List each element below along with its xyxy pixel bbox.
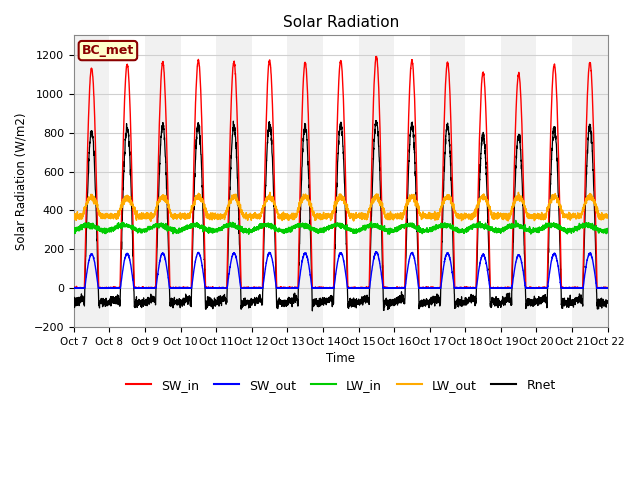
LW_in <box>491 228 499 234</box>
LW_in <box>70 226 77 232</box>
SW_out <box>461 285 468 291</box>
Rnet <box>321 296 328 302</box>
Bar <box>287 36 323 327</box>
SW_in <box>321 285 328 291</box>
Line: Rnet: Rnet <box>74 120 608 311</box>
SW_in <box>604 286 611 291</box>
Rnet <box>604 300 611 305</box>
Line: LW_out: LW_out <box>74 192 608 221</box>
LW_out <box>491 210 499 216</box>
LW_out <box>604 215 612 221</box>
LW_out <box>461 214 468 219</box>
LW_in <box>245 231 253 237</box>
SW_in <box>491 286 499 291</box>
Legend: SW_in, SW_out, LW_in, LW_out, Rnet: SW_in, SW_out, LW_in, LW_out, Rnet <box>121 374 561 397</box>
Line: LW_in: LW_in <box>74 220 608 234</box>
Rnet <box>166 294 173 300</box>
Bar <box>216 36 252 327</box>
Bar <box>572 36 608 327</box>
SW_out <box>372 249 380 255</box>
LW_in <box>604 227 611 233</box>
LW_out <box>147 218 155 224</box>
SW_out <box>321 286 328 291</box>
SW_in <box>166 276 173 282</box>
SW_out <box>431 286 438 291</box>
SW_in <box>372 54 380 60</box>
SW_out <box>604 286 612 291</box>
Title: Solar Radiation: Solar Radiation <box>283 15 399 30</box>
Y-axis label: Solar Radiation (W/m2): Solar Radiation (W/m2) <box>15 112 28 250</box>
SW_out <box>71 286 79 291</box>
Bar <box>145 36 180 327</box>
Rnet <box>604 299 612 304</box>
LW_in <box>512 217 520 223</box>
Bar <box>429 36 465 327</box>
Rnet <box>431 298 438 303</box>
LW_in <box>460 229 468 235</box>
Rnet <box>372 118 380 123</box>
Bar <box>501 36 536 327</box>
LW_out <box>431 214 438 219</box>
Line: SW_in: SW_in <box>74 57 608 288</box>
Rnet <box>70 300 77 305</box>
SW_out <box>491 286 499 291</box>
SW_out <box>604 285 611 291</box>
SW_in <box>70 286 77 291</box>
SW_out <box>166 286 173 291</box>
SW_in <box>431 286 438 291</box>
Bar <box>74 36 109 327</box>
SW_in <box>460 285 468 290</box>
LW_in <box>166 225 173 230</box>
LW_out <box>321 213 329 219</box>
LW_in <box>431 226 438 232</box>
Rnet <box>308 308 316 314</box>
LW_out <box>166 207 173 213</box>
LW_in <box>604 228 612 234</box>
X-axis label: Time: Time <box>326 352 355 365</box>
LW_out <box>70 213 77 219</box>
Text: BC_met: BC_met <box>82 44 134 57</box>
Rnet <box>491 303 499 309</box>
LW_out <box>604 213 611 219</box>
SW_out <box>70 285 77 290</box>
Bar <box>358 36 394 327</box>
SW_in <box>604 286 612 291</box>
LW_in <box>321 226 328 231</box>
Rnet <box>461 299 468 305</box>
Line: SW_out: SW_out <box>74 252 608 288</box>
LW_out <box>266 190 274 195</box>
